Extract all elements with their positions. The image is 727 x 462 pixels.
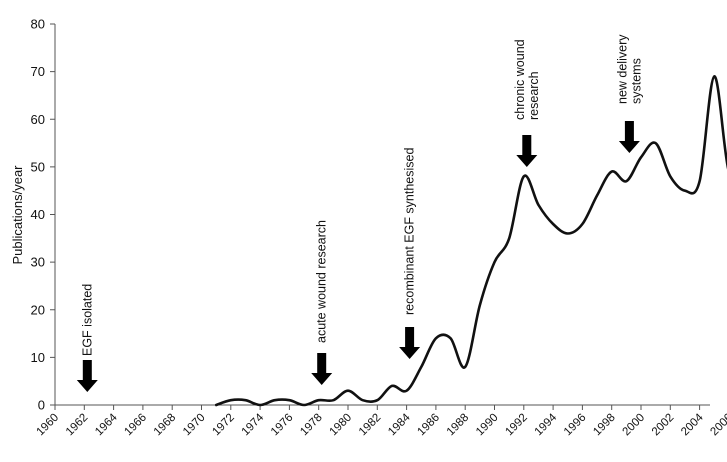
x-axis-ticks: 1960 1962 1964 1966 1968 1970 1972 1974 1976 1978… bbox=[35, 405, 727, 438]
annotation-label: new deliverysystems bbox=[615, 34, 643, 104]
x-tick-label: 1960 bbox=[35, 412, 62, 439]
x-tick-label: 2002 bbox=[650, 412, 677, 439]
x-tick-label: 1998 bbox=[591, 412, 618, 439]
x-tick-label: 2006 bbox=[708, 412, 727, 439]
x-tick-label: 1992 bbox=[503, 412, 530, 439]
annotation-arrow bbox=[618, 121, 640, 153]
x-tick-label: 1990 bbox=[474, 412, 501, 439]
x-tick-label: 1964 bbox=[93, 411, 120, 438]
annotation-label-line: recombinant EGF synthesised bbox=[403, 148, 417, 315]
annotation-arrow bbox=[76, 360, 98, 392]
x-tick-label: 1966 bbox=[122, 412, 149, 439]
x-tick-label: 1988 bbox=[445, 412, 472, 439]
y-tick-label: 40 bbox=[31, 207, 45, 222]
x-tick-label: 2004 bbox=[679, 411, 706, 438]
annotation-label: acute wound research bbox=[315, 220, 329, 343]
x-tick-label: 2000 bbox=[621, 412, 648, 439]
annotation-label-line: chronic wound bbox=[513, 39, 527, 120]
y-tick-label: 70 bbox=[31, 64, 45, 79]
x-tick-label: 1970 bbox=[181, 412, 208, 439]
x-tick-label: 1972 bbox=[210, 412, 237, 439]
annotation-label-line: acute wound research bbox=[315, 220, 329, 343]
x-tick-label: 1968 bbox=[152, 412, 179, 439]
x-tick-label: 1980 bbox=[328, 412, 355, 439]
series-line bbox=[214, 75, 727, 407]
x-tick-label: 1974 bbox=[240, 411, 267, 438]
y-axis-ticks: 0 10 20 30 40 50 60 70 80 bbox=[31, 17, 55, 413]
y-tick-label: 80 bbox=[31, 17, 45, 32]
annotation-label: chronic woundresearch bbox=[513, 39, 541, 120]
annotation-arrow bbox=[516, 135, 538, 167]
y-tick-label: 30 bbox=[31, 255, 45, 270]
y-axis-label: Publications/year bbox=[10, 165, 25, 265]
annotations: EGF isolated acute wound research recombin… bbox=[76, 34, 643, 392]
x-tick-label: 1986 bbox=[415, 412, 442, 439]
x-tick-label: 1994 bbox=[533, 411, 560, 438]
annotation-label: recombinant EGF synthesised bbox=[403, 148, 417, 315]
x-tick-label: 1976 bbox=[269, 412, 296, 439]
x-tick-label: 1984 bbox=[386, 411, 413, 438]
x-tick-label: 1978 bbox=[298, 412, 325, 439]
y-tick-label: 60 bbox=[31, 112, 45, 127]
annotation-label-line: systems bbox=[629, 58, 643, 104]
x-tick-label: 1962 bbox=[64, 412, 91, 439]
data-series bbox=[214, 75, 727, 407]
y-tick-label: 0 bbox=[38, 398, 45, 413]
y-tick-label: 50 bbox=[31, 159, 45, 174]
annotation-label-line: new delivery bbox=[615, 34, 629, 104]
x-tick-label: 1982 bbox=[357, 412, 384, 439]
y-tick-label: 10 bbox=[31, 350, 45, 365]
annotation-label: EGF isolated bbox=[80, 284, 94, 356]
annotation-arrow bbox=[399, 327, 421, 359]
y-tick-label: 20 bbox=[31, 302, 45, 317]
annotation-arrow bbox=[311, 353, 333, 385]
annotation-label-line: research bbox=[527, 71, 541, 120]
x-tick-label: 1996 bbox=[562, 412, 589, 439]
annotation-label-line: EGF isolated bbox=[80, 284, 94, 356]
axes bbox=[54, 24, 710, 406]
